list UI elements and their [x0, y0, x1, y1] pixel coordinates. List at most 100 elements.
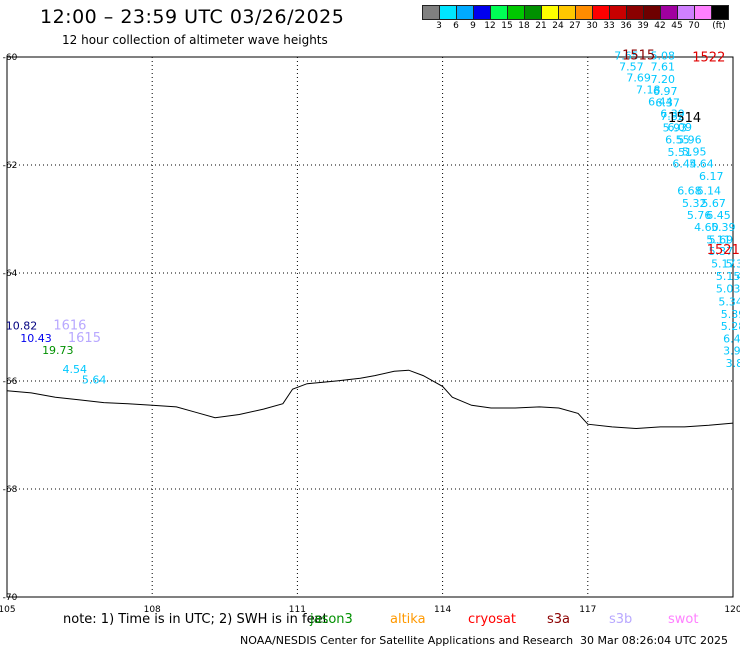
color-scale-label: 45	[671, 21, 683, 31]
color-scale-labels: 3 6 9 12 15 18 21 24 27 30 33 36 39 42 45 70 (ft)	[422, 21, 740, 35]
swh-value-label: 5.93	[663, 122, 688, 135]
footer-organization: NOAA/NESDIS Center for Satellite Applica…	[240, 634, 574, 647]
antarctic-coastline	[6, 369, 734, 430]
swh-value-label: 5.76	[687, 209, 712, 222]
page-subtitle: 12 hour collection of altimeter wave hei…	[62, 33, 328, 47]
y-tick-label: -66	[3, 377, 18, 387]
x-tick-label: 120	[724, 605, 740, 615]
swh-value-label: 5.03	[716, 282, 740, 295]
color-scale-label: 3	[436, 21, 442, 31]
swh-value-label: 6.45	[706, 209, 731, 222]
swh-value-label: 4.4	[736, 270, 740, 283]
color-scale-label: 6	[453, 21, 459, 31]
page-title: 12:00 – 23:59 UTC 03/26/2025	[40, 6, 345, 28]
legend-item-swot: swot	[668, 612, 699, 627]
color-scale-label: 30	[586, 21, 598, 31]
legend-item-jason3: jason3	[310, 612, 353, 627]
swh-value-label: 5.39	[711, 221, 736, 234]
pass-time-label: 1615	[68, 331, 101, 346]
color-scale-label: (ft)	[712, 21, 726, 31]
swh-value-label: 19.73	[42, 344, 74, 357]
swh-value-label: 7.69	[626, 71, 651, 84]
swh-value-label: 6.44	[672, 158, 697, 171]
color-scale-label: 27	[569, 21, 581, 31]
color-scale-label: 70	[688, 21, 700, 31]
swh-value-label: 6.09	[668, 121, 693, 134]
swh-value-label: 5.32	[682, 197, 707, 210]
swh-value-label: 6.17	[699, 170, 724, 183]
swh-value-label: 5.96	[677, 133, 702, 146]
swh-value-label: 5.37	[709, 245, 734, 258]
y-tick-label: -68	[3, 485, 18, 495]
footer-timestamp: 30 Mar 08:26:04 UTC 2025	[580, 634, 728, 647]
swh-value-label: 7.82	[660, 110, 685, 123]
swh-value-label: 5.64	[689, 158, 714, 171]
x-tick-label: 117	[579, 605, 596, 615]
pass-time-label: 1515	[622, 49, 655, 64]
pass-time-label: 1616	[53, 319, 86, 334]
swh-value-label: 5.08	[651, 50, 676, 63]
swh-value-label: 10.82	[6, 320, 38, 333]
swh-value-label: 7.65	[614, 50, 639, 63]
swh-value-label: 7.61	[651, 61, 676, 74]
swh-value-label: 6.68	[677, 185, 702, 198]
x-tick-label: 111	[289, 605, 306, 615]
swh-value-label: 6.39	[660, 107, 685, 120]
swh-value-label: 10.43	[20, 332, 52, 345]
legend-item-cryosat: cryosat	[468, 612, 516, 627]
color-scale-label: 18	[518, 21, 530, 31]
swh-value-label: 5.64	[82, 374, 107, 387]
color-scale-label: 12	[484, 21, 496, 31]
swh-value-label: 6.97	[653, 85, 678, 98]
swh-value-label: 5.34	[718, 295, 740, 308]
swh-value-label: 6.55	[665, 133, 690, 146]
swh-value-label: 5.15	[716, 270, 740, 283]
swh-value-label: 6.14	[697, 185, 722, 198]
swh-value-label: 6.37	[655, 97, 680, 110]
legend-item-s3a: s3a	[547, 612, 571, 627]
swh-value-label: 7.18	[636, 84, 661, 97]
color-scale-label: 24	[552, 21, 564, 31]
y-tick-label: -64	[3, 269, 18, 279]
swh-value-label: 3.82	[726, 357, 740, 370]
y-tick-label: -60	[3, 53, 18, 63]
pass-time-label: 1522	[692, 50, 725, 65]
swh-value-label: 5.95	[682, 145, 707, 158]
color-scale-label: 36	[620, 21, 632, 31]
color-scale-label: 21	[535, 21, 547, 31]
color-scale-label: 9	[470, 21, 476, 31]
color-scale-label: 15	[501, 21, 513, 31]
swh-value-label: 5.51	[668, 146, 693, 159]
x-tick-label: 114	[434, 605, 451, 615]
swh-value-label: 5.69	[709, 233, 734, 246]
x-tick-label: 108	[144, 605, 161, 615]
y-tick-label: -70	[3, 593, 18, 603]
legend-item-altika: altika	[390, 612, 426, 627]
swh-value-label: 5.67	[701, 197, 726, 210]
swh-value-label: 5.17	[711, 258, 736, 271]
swh-value-label: 5.39	[721, 308, 740, 321]
y-tick-label: -62	[3, 161, 18, 171]
swh-value-label: 5.31	[726, 258, 740, 271]
swh-value-label: 4.60	[694, 221, 719, 234]
color-scale-label: 33	[603, 21, 615, 31]
swh-value-label: 4.54	[63, 363, 88, 376]
color-scale-bar	[422, 5, 729, 20]
swh-value-label: 3.99	[723, 345, 740, 358]
map-frame	[6, 56, 734, 598]
swh-value-label: 6.42	[723, 333, 740, 346]
color-scale-cell	[711, 5, 729, 20]
legend-item-s3b: s3b	[609, 612, 633, 627]
swh-value-label: 6.44	[648, 96, 673, 109]
swh-value-label: 7.20	[651, 73, 676, 86]
swh-value-label: 5.11	[706, 233, 731, 246]
footer-note: note: 1) Time is in UTC; 2) SWH is in fe…	[63, 612, 328, 627]
x-tick-label: 105	[0, 605, 16, 615]
pass-time-label: 1521	[707, 243, 740, 258]
pass-time-label: 1514	[668, 111, 701, 126]
color-scale-label: 42	[654, 21, 666, 31]
color-scale-label: 39	[637, 21, 649, 31]
swh-value-label: 7.57	[619, 61, 644, 74]
swh-value-label: 5.28	[721, 320, 740, 333]
